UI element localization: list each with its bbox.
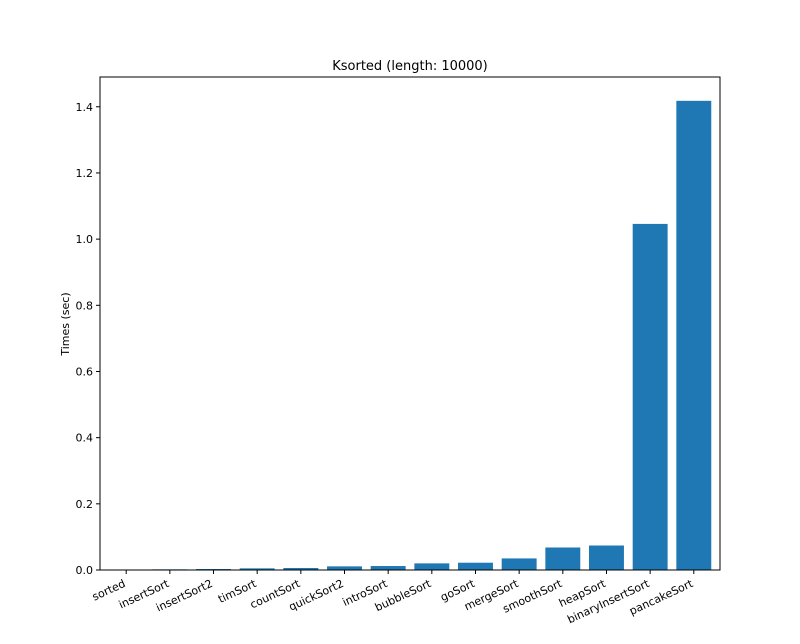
- bar-pancakeSort: [676, 100, 712, 570]
- y-tick-label: 0.4: [76, 432, 94, 445]
- bar-bubbleSort: [414, 563, 450, 570]
- y-tick-label: 1.2: [76, 167, 94, 180]
- bar-quickSort2: [327, 566, 362, 570]
- y-tick-label: 1.4: [76, 101, 94, 114]
- y-tick-label: 0.8: [76, 299, 94, 312]
- bar-binaryInsertSort: [632, 223, 668, 570]
- y-tick-label: 0.2: [76, 498, 94, 511]
- y-tick-label: 1.0: [76, 233, 94, 246]
- y-ticks-group: 0.0 0.2 0.4 0.6 0.8 1.0 1.2 1.4: [76, 101, 100, 577]
- bars-group: [108, 100, 712, 570]
- bar-mergeSort: [501, 558, 537, 570]
- chart-title: Ksorted (length: 10000): [332, 59, 488, 74]
- bar-timSort: [239, 568, 275, 570]
- bar-countSort: [283, 568, 319, 570]
- bar-goSort: [458, 562, 493, 570]
- y-tick-label: 0.0: [76, 564, 94, 577]
- bar-heapSort: [589, 545, 624, 570]
- bar-smoothSort: [545, 547, 581, 570]
- y-tick-label: 0.6: [76, 365, 94, 378]
- plot-frame: [99, 76, 721, 571]
- y-axis-label: Times (sec): [59, 292, 72, 356]
- bar-introSort: [370, 566, 406, 570]
